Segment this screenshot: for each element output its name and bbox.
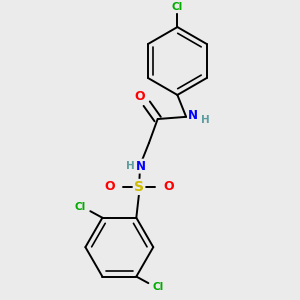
- Text: O: O: [104, 180, 115, 194]
- Text: N: N: [188, 109, 198, 122]
- Text: Cl: Cl: [153, 283, 164, 292]
- Text: Cl: Cl: [75, 202, 86, 212]
- Text: S: S: [134, 180, 144, 194]
- Text: O: O: [163, 180, 174, 194]
- Text: N: N: [136, 160, 146, 172]
- Text: H: H: [126, 161, 135, 171]
- Text: H: H: [201, 115, 210, 124]
- Text: O: O: [135, 89, 146, 103]
- Text: Cl: Cl: [172, 2, 183, 12]
